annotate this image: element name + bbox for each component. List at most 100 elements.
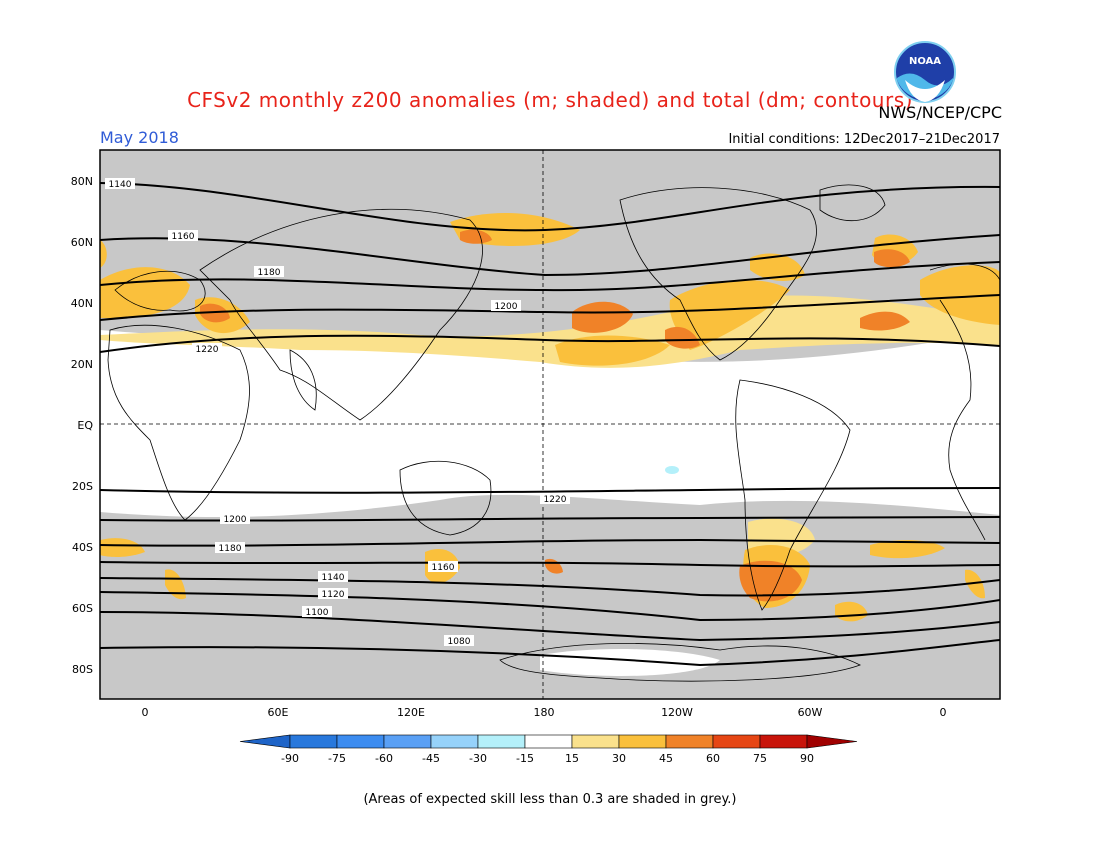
svg-text:1080: 1080	[448, 637, 471, 647]
colorbar-tick-label: 45	[659, 752, 673, 765]
lat-label: 20S	[72, 480, 93, 493]
colorbar-swatch	[477, 734, 526, 749]
map-frame	[99, 149, 1001, 700]
lat-label: 20N	[71, 358, 93, 371]
anomaly-region	[750, 253, 805, 282]
colorbar-tick-label: 75	[753, 752, 767, 765]
lon-label: 0	[940, 706, 947, 719]
colorbar-swatch	[665, 734, 714, 749]
lat-label: 60N	[71, 236, 93, 249]
anomaly-region	[920, 265, 1000, 325]
lon-label: 120E	[397, 706, 425, 719]
contour-label: 1200	[220, 513, 250, 525]
colorbar-swatch	[618, 734, 667, 749]
lon-label: 120W	[661, 706, 693, 719]
height-contours	[100, 182, 1000, 667]
colorbar-swatch	[712, 734, 761, 749]
anomaly-region	[739, 560, 802, 602]
anomaly-region	[100, 295, 1000, 368]
colorbar-tick-label: 60	[706, 752, 720, 765]
coastlines	[107, 184, 1000, 682]
svg-text:1180: 1180	[258, 268, 281, 278]
svg-text:1220: 1220	[196, 345, 219, 355]
noaa-logo-text: NOAA	[909, 56, 941, 67]
anomaly-region	[165, 569, 186, 600]
lat-label: 80S	[72, 663, 93, 676]
colorbar-tick-label: -90	[281, 752, 299, 765]
anomaly-region	[460, 229, 492, 244]
anomaly-region	[100, 538, 145, 557]
colorbar-tick-label: 30	[612, 752, 626, 765]
noaa-logo: NOAA	[894, 41, 956, 103]
anomaly-region	[965, 569, 985, 599]
anomaly-region	[100, 240, 107, 268]
colorbar-swatch	[571, 734, 620, 749]
lon-label: 60E	[268, 706, 289, 719]
colorbar-tick-label: -15	[516, 752, 534, 765]
anomaly-region	[860, 311, 910, 331]
anomaly-region	[870, 540, 945, 559]
contour-label: 1160	[428, 561, 458, 573]
colorbar-swatch	[336, 734, 385, 749]
contour-label: 1120	[318, 588, 348, 600]
anomaly-region	[874, 249, 910, 268]
lat-label: 40N	[71, 297, 93, 310]
lon-label: 60W	[798, 706, 823, 719]
colorbar-swatch	[430, 734, 479, 749]
colorbar-swatch	[289, 734, 338, 749]
svg-text:1180: 1180	[219, 544, 242, 554]
svg-text:1200: 1200	[224, 515, 247, 525]
colorbar-arrow-high	[806, 734, 858, 749]
anomaly-region	[572, 301, 633, 333]
lat-label: EQ	[77, 419, 93, 432]
colorbar-tick-label: -45	[422, 752, 440, 765]
contour-label: 1160	[168, 230, 198, 242]
contour-label: 1140	[105, 178, 135, 190]
longitude-labels: 0 60E 120E 180 120W 60W 0	[142, 706, 947, 719]
svg-text:1160: 1160	[172, 232, 195, 242]
skill-region	[100, 330, 1000, 517]
lat-label: 60S	[72, 602, 93, 615]
month-label: May 2018	[100, 128, 179, 147]
anomaly-region	[669, 279, 790, 350]
colorbar-swatch	[383, 734, 432, 749]
colorbar-arrow-low	[239, 734, 291, 749]
anomaly-region	[555, 335, 670, 366]
svg-text:1140: 1140	[109, 180, 132, 190]
colorbar-tick-label: -60	[375, 752, 393, 765]
latitude-labels: 80N 60N 40N 20N EQ 20S 40S 60S 80S	[71, 175, 94, 676]
contour-label: 1180	[215, 542, 245, 554]
contour-label: 1200	[491, 300, 521, 312]
initial-conditions-label: Initial conditions: 12Dec2017–21Dec2017	[728, 132, 1000, 147]
contour-label: 1180	[254, 266, 284, 278]
map-title: CFSv2 monthly z200 anomalies (m; shaded)…	[187, 88, 913, 112]
colorbar-swatch	[759, 734, 808, 749]
colorbar-tick-label: 90	[800, 752, 814, 765]
svg-text:1100: 1100	[306, 608, 329, 618]
footer-note: (Areas of expected skill less than 0.3 a…	[363, 792, 737, 807]
svg-text:1200: 1200	[495, 302, 518, 312]
svg-text:1140: 1140	[322, 573, 345, 583]
skill-region	[540, 648, 720, 676]
contour-label: 1220	[192, 343, 222, 355]
contour-label: 1220	[540, 493, 570, 505]
lat-label: 80N	[71, 175, 93, 188]
colorbar: -90 -75 -60 -45 -30 -15 15 30 45 60 75 90	[239, 734, 858, 765]
agency-label: NWS/NCEP/CPC	[878, 103, 1002, 122]
svg-text:1220: 1220	[544, 495, 567, 505]
contour-labels: 1220 1220 1200 1180 1160 1140 1120 1100 …	[105, 178, 570, 647]
anomaly-region	[665, 326, 700, 349]
anomaly-region	[665, 466, 679, 474]
contour-label: 1080	[444, 635, 474, 647]
colorbar-swatch	[524, 734, 573, 749]
lon-label: 180	[534, 706, 555, 719]
colorbar-tick-label: -75	[328, 752, 346, 765]
lat-label: 40S	[72, 541, 93, 554]
colorbar-tick-label: -30	[469, 752, 487, 765]
colorbar-tick-label: 15	[565, 752, 579, 765]
contour-label: 1140	[318, 571, 348, 583]
lon-label: 0	[142, 706, 149, 719]
svg-text:1160: 1160	[432, 563, 455, 573]
svg-text:1120: 1120	[322, 590, 345, 600]
